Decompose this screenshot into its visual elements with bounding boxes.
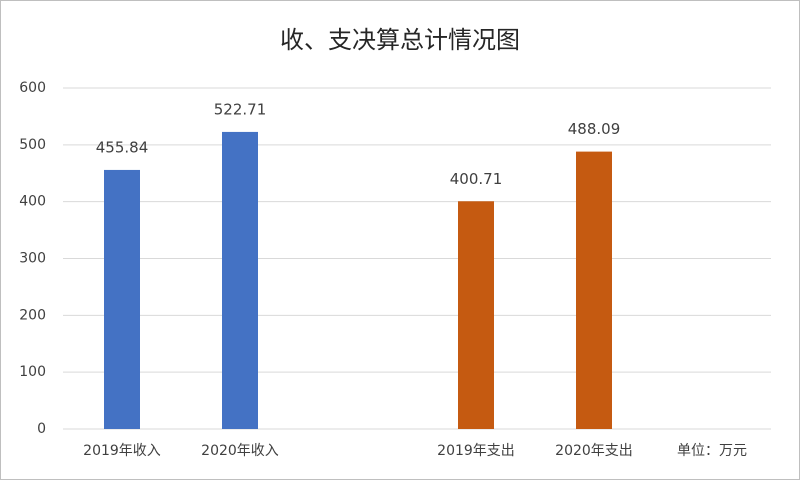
x-tick-label: 2020年收入: [201, 443, 279, 459]
y-tick-label: 0: [37, 421, 46, 437]
x-tick-label: 2019年收入: [83, 443, 161, 459]
y-tick-label: 200: [19, 307, 46, 323]
y-tick-label: 600: [19, 80, 46, 96]
data-label: 455.84: [96, 138, 149, 156]
x-tick-label: 2019年支出: [437, 443, 515, 459]
bar: [222, 131, 258, 429]
bar: [576, 151, 612, 430]
data-label: 400.71: [450, 170, 503, 188]
bar: [104, 169, 140, 429]
y-tick-label: 300: [19, 251, 46, 267]
x-tick-label: 2020年支出: [555, 443, 633, 459]
y-tick-label: 500: [19, 137, 46, 153]
data-label: 522.71: [214, 100, 267, 118]
chart-title: 收、支决算总计情况图: [280, 26, 520, 54]
unit-note: 单位：万元: [677, 443, 747, 459]
bar: [458, 201, 494, 429]
data-label: 488.09: [568, 120, 621, 138]
y-tick-label: 100: [19, 364, 46, 380]
y-tick-label: 400: [19, 194, 46, 210]
